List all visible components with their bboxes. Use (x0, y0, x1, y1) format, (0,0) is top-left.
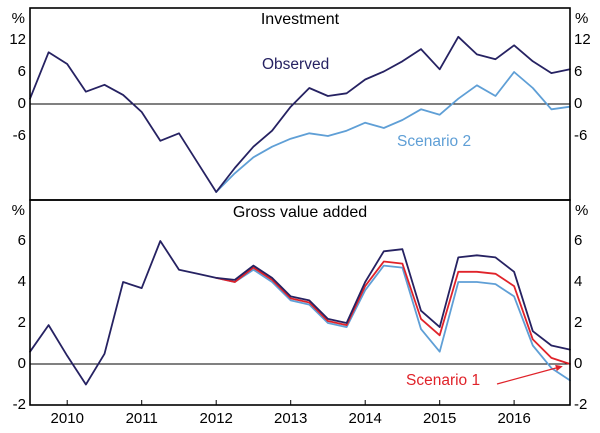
series-line-scenario-2-panel0 (215, 71, 571, 193)
y-tick-label-right: -2 (574, 396, 588, 413)
panel-title-gva: Gross value added (232, 204, 368, 221)
y-tick-label-left: 0 (17, 355, 26, 372)
y-tick-label-right: -6 (574, 127, 588, 144)
y-tick-label-right: 0 (574, 95, 583, 112)
unit-percent-bottom-left: % (11, 202, 25, 219)
y-tick-label-left: 4 (17, 273, 26, 290)
observed-series-label: Observed (262, 56, 330, 73)
scenario1-arrow-head (555, 364, 563, 372)
y-tick-label-left: 6 (17, 232, 26, 249)
series-line-scenario-2-panel1 (215, 264, 571, 382)
x-year-label: 2015 (422, 410, 457, 427)
y-tick-label-right: 6 (574, 232, 583, 249)
y-tick-label-right: 0 (574, 355, 583, 372)
x-year-label: 2012 (199, 410, 233, 427)
unit-percent-top-right: % (575, 10, 589, 27)
panel-title-investment: Investment (260, 11, 340, 28)
x-year-label: 2011 (125, 410, 158, 427)
y-tick-label-left: 6 (17, 63, 26, 80)
y-tick-label-right: 6 (574, 63, 583, 80)
series-line-observed-panel0 (29, 35, 571, 193)
y-tick-label-left: -6 (12, 127, 26, 144)
y-tick-label-left: 12 (9, 31, 26, 48)
scenario1-arrow-shaft (496, 367, 557, 385)
y-tick-label-right: 12 (574, 31, 591, 48)
y-tick-label-left: 0 (17, 95, 26, 112)
y-tick-label-right: 4 (574, 273, 583, 290)
x-year-label: 2013 (274, 410, 308, 427)
y-tick-label-left: 2 (17, 314, 26, 331)
y-tick-label-right: 2 (574, 314, 583, 331)
series-line-observed-panel1 (29, 240, 571, 386)
scenario1-series-label: Scenario 1 (406, 372, 481, 389)
y-tick-label-left: -2 (12, 396, 26, 413)
x-year-label: 2016 (497, 410, 531, 427)
scenario2-series-label: Scenario 2 (397, 133, 472, 150)
panel-frame (29, 199, 571, 406)
x-year-label: 2010 (50, 410, 84, 427)
unit-percent-bottom-right: % (575, 202, 589, 219)
series-line-scenario-1-panel1 (215, 260, 571, 365)
x-year-label: 2014 (348, 410, 382, 427)
unit-percent-top-left: % (11, 10, 25, 27)
